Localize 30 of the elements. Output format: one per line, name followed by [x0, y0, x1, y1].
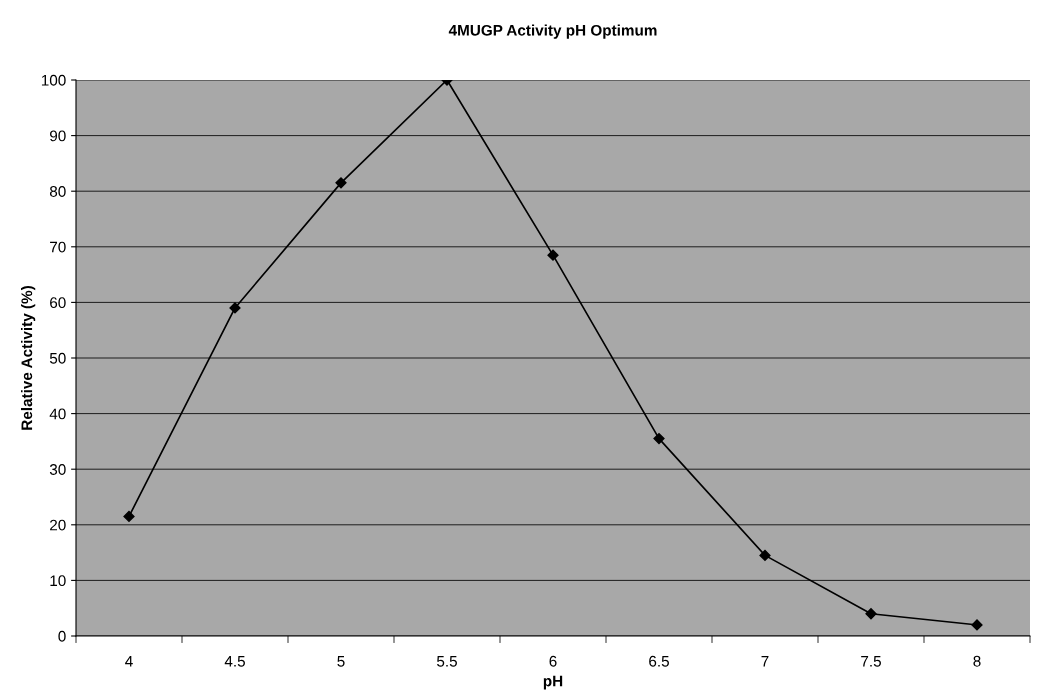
point: [759, 549, 771, 561]
point: [653, 433, 665, 445]
y-tick-label: 20: [50, 519, 66, 531]
y-tick-label: 80: [49, 186, 66, 197]
point: [865, 608, 877, 620]
y-tick-label: 50: [49, 352, 66, 364]
x-tick-label: 4.5: [224, 656, 245, 667]
x-tick-label: 6: [549, 655, 557, 667]
point: [335, 177, 347, 189]
y-tick-label: 60: [50, 297, 66, 309]
x-tick-label: 5: [337, 656, 345, 667]
y-tick-label: 0: [58, 630, 66, 642]
point: [971, 619, 983, 631]
x-tick-label: 6.5: [649, 655, 669, 667]
y-tick-label: 100: [41, 74, 66, 86]
y-tick-label: 40: [49, 408, 66, 420]
x-tick-label: 4: [125, 656, 133, 667]
x-tick-label: 5.5: [436, 656, 457, 667]
x-tick-label: 7.5: [861, 656, 881, 667]
chart-title: 4MUGP Activity pH Optimum: [448, 24, 657, 39]
x-tick-label: 7: [761, 656, 769, 667]
point: [123, 510, 135, 523]
y-tick-label: 70: [50, 241, 66, 253]
y-tick-label: 90: [50, 130, 66, 142]
y-tick-label: 30: [49, 464, 66, 475]
y-tick-label: 10: [50, 575, 66, 587]
x-axis-title: pH: [543, 675, 563, 690]
point: [547, 249, 559, 261]
x-tick-label: 8: [973, 655, 981, 667]
y-axis-title: Relative Activity (%): [20, 286, 36, 430]
